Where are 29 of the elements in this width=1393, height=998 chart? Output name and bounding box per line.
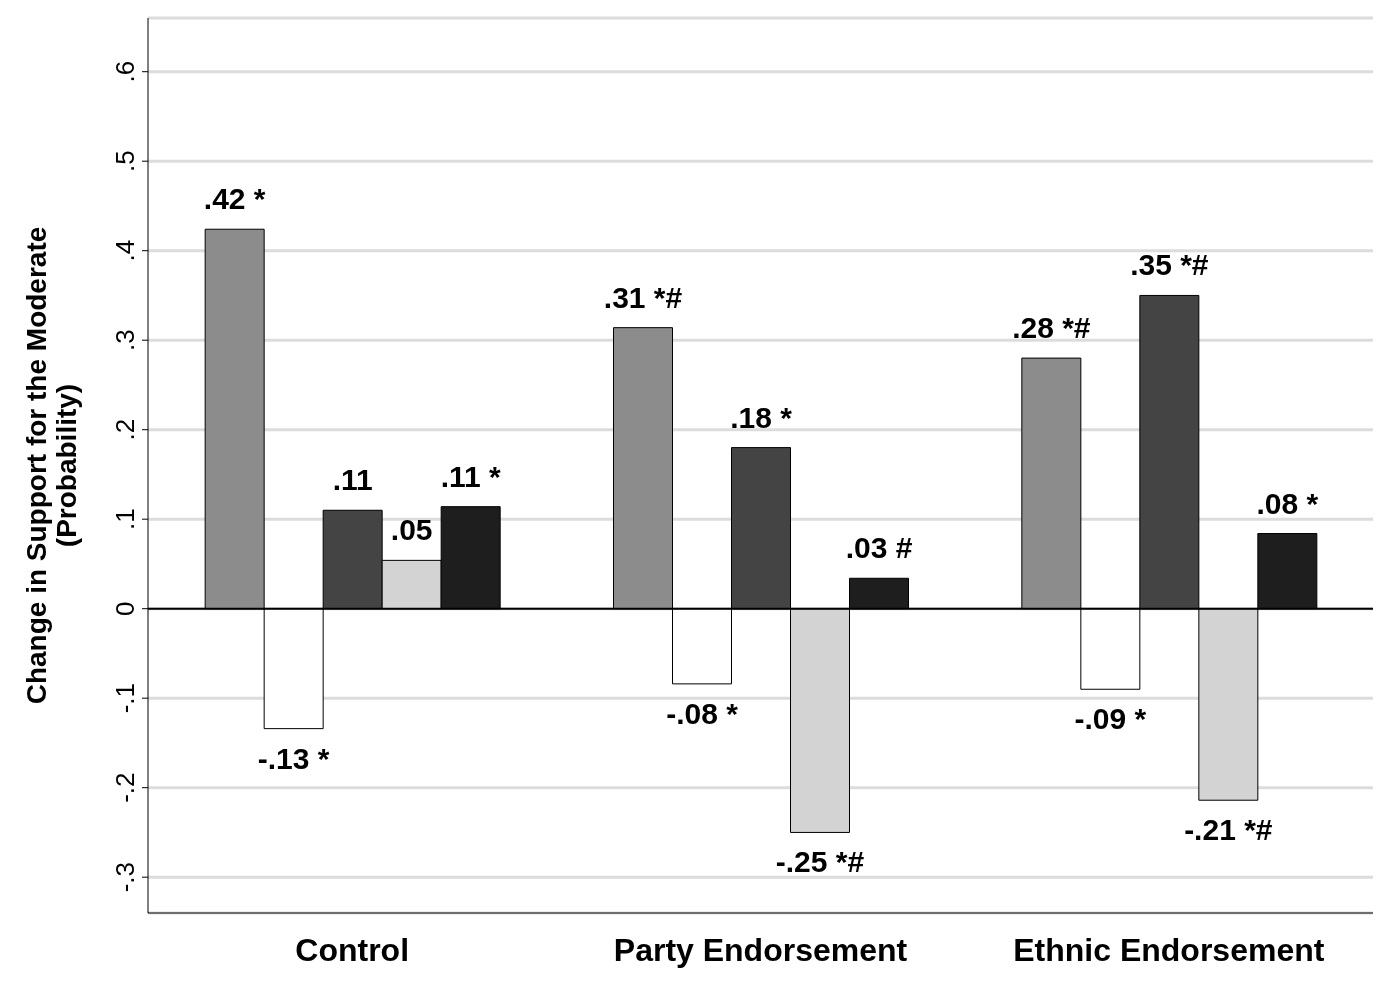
x-tick-label: Control (295, 932, 410, 968)
y-axis-title: Change in Support for the Moderate (Probability) (21, 226, 82, 705)
x-tick-label: Ethnic Endorsement (1013, 932, 1325, 968)
y-tick-label: -.2 (110, 772, 140, 803)
data-label: .28 *# (1012, 311, 1091, 345)
data-label: .03 # (845, 531, 913, 565)
data-label: .11 (332, 463, 373, 497)
y-tick-label: .1 (110, 508, 140, 531)
y-tick-label: .3 (110, 329, 140, 352)
data-label: -.21 *# (1184, 813, 1273, 847)
y-tick-label: -.1 (110, 683, 140, 714)
data-label: .11 * (440, 459, 502, 493)
y-tick-label: .6 (110, 60, 140, 83)
data-label: -.13 * (257, 741, 330, 775)
data-label: .35 *# (1130, 248, 1209, 282)
y-tick-label: 0 (110, 601, 140, 616)
y-tick-label: .4 (110, 239, 140, 262)
y-tick-label: -.3 (110, 862, 140, 893)
data-label: -.25 *# (775, 845, 865, 879)
data-label: .31 *# (603, 280, 683, 314)
y-tick-label: .2 (110, 418, 140, 441)
x-tick-label: Party Endorsement (613, 932, 908, 968)
data-label: .05 (390, 513, 433, 547)
data-label: .42 * (203, 182, 266, 216)
data-label: -.09 * (1074, 702, 1147, 736)
data-label: .08 * (1256, 486, 1319, 520)
y-tick-label: .5 (110, 150, 140, 173)
data-label: -.08 * (666, 696, 739, 730)
data-label: .18 * (730, 400, 793, 434)
